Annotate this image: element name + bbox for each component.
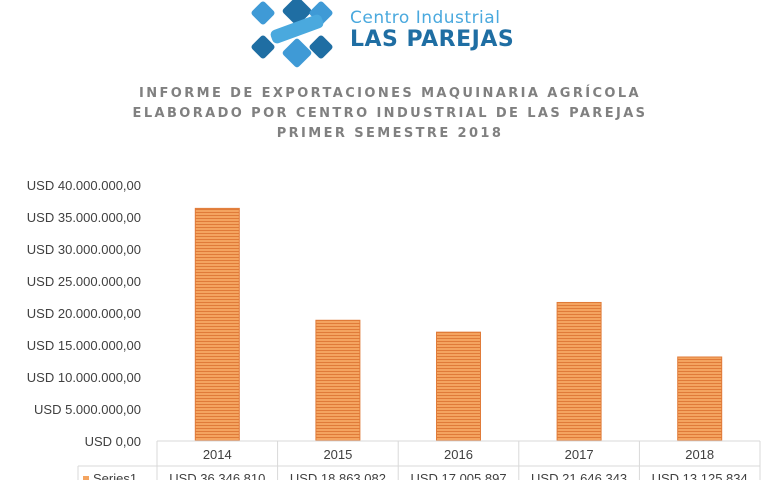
chart-title: INFORME DE EXPORTACIONES MAQUINARIA AGRÍ… [138, 86, 642, 101]
x-tick-label: 2018 [685, 447, 714, 462]
brand-logo: Centro Industrial LAS PAREJAS [246, 0, 536, 70]
y-tick-label: USD 5.000.000,00 [34, 402, 141, 417]
y-tick-label: USD 35.000.000,00 [27, 210, 141, 225]
x-tick-label: 2016 [444, 447, 473, 462]
brand-line1: Centro Industrial [350, 8, 501, 28]
chart-subtitle-2: PRIMER SEMESTRE 2018 [276, 126, 504, 141]
y-tick-label: USD 20.000.000,00 [27, 306, 141, 321]
legend-swatch [83, 476, 89, 480]
legend-label: Series1 [93, 471, 137, 480]
bar [194, 207, 240, 442]
data-table-value: USD 36.346.810 [169, 471, 265, 480]
data-table-value: USD 13.125.834 [652, 471, 748, 480]
y-tick-label: USD 25.000.000,00 [27, 274, 141, 289]
y-tick-label: USD 30.000.000,00 [27, 242, 141, 257]
bar [315, 319, 361, 442]
chart-titles: INFORME DE EXPORTACIONES MAQUINARIA AGRÍ… [0, 84, 780, 144]
x-tick-label: 2017 [565, 447, 594, 462]
logo-mark-icon [251, 0, 333, 68]
bar [556, 301, 602, 442]
bar [436, 331, 481, 442]
data-table-value: USD 17.005.897 [410, 471, 506, 480]
x-tick-label: 2014 [203, 447, 232, 462]
brand-line2: LAS PAREJAS [350, 27, 515, 52]
data-table-value: USD 21.646.343 [531, 471, 627, 480]
y-tick-label: USD 0,00 [85, 434, 141, 449]
data-table-value: USD 18.863.082 [290, 471, 386, 480]
bar [677, 356, 723, 442]
y-tick-label: USD 40.000.000,00 [27, 178, 141, 193]
x-tick-label: 2015 [323, 447, 352, 462]
chart-subtitle: ELABORADO POR CENTRO INDUSTRIAL DE LAS P… [132, 106, 648, 121]
y-tick-label: USD 15.000.000,00 [27, 338, 141, 353]
y-tick-label: USD 10.000.000,00 [27, 370, 141, 385]
